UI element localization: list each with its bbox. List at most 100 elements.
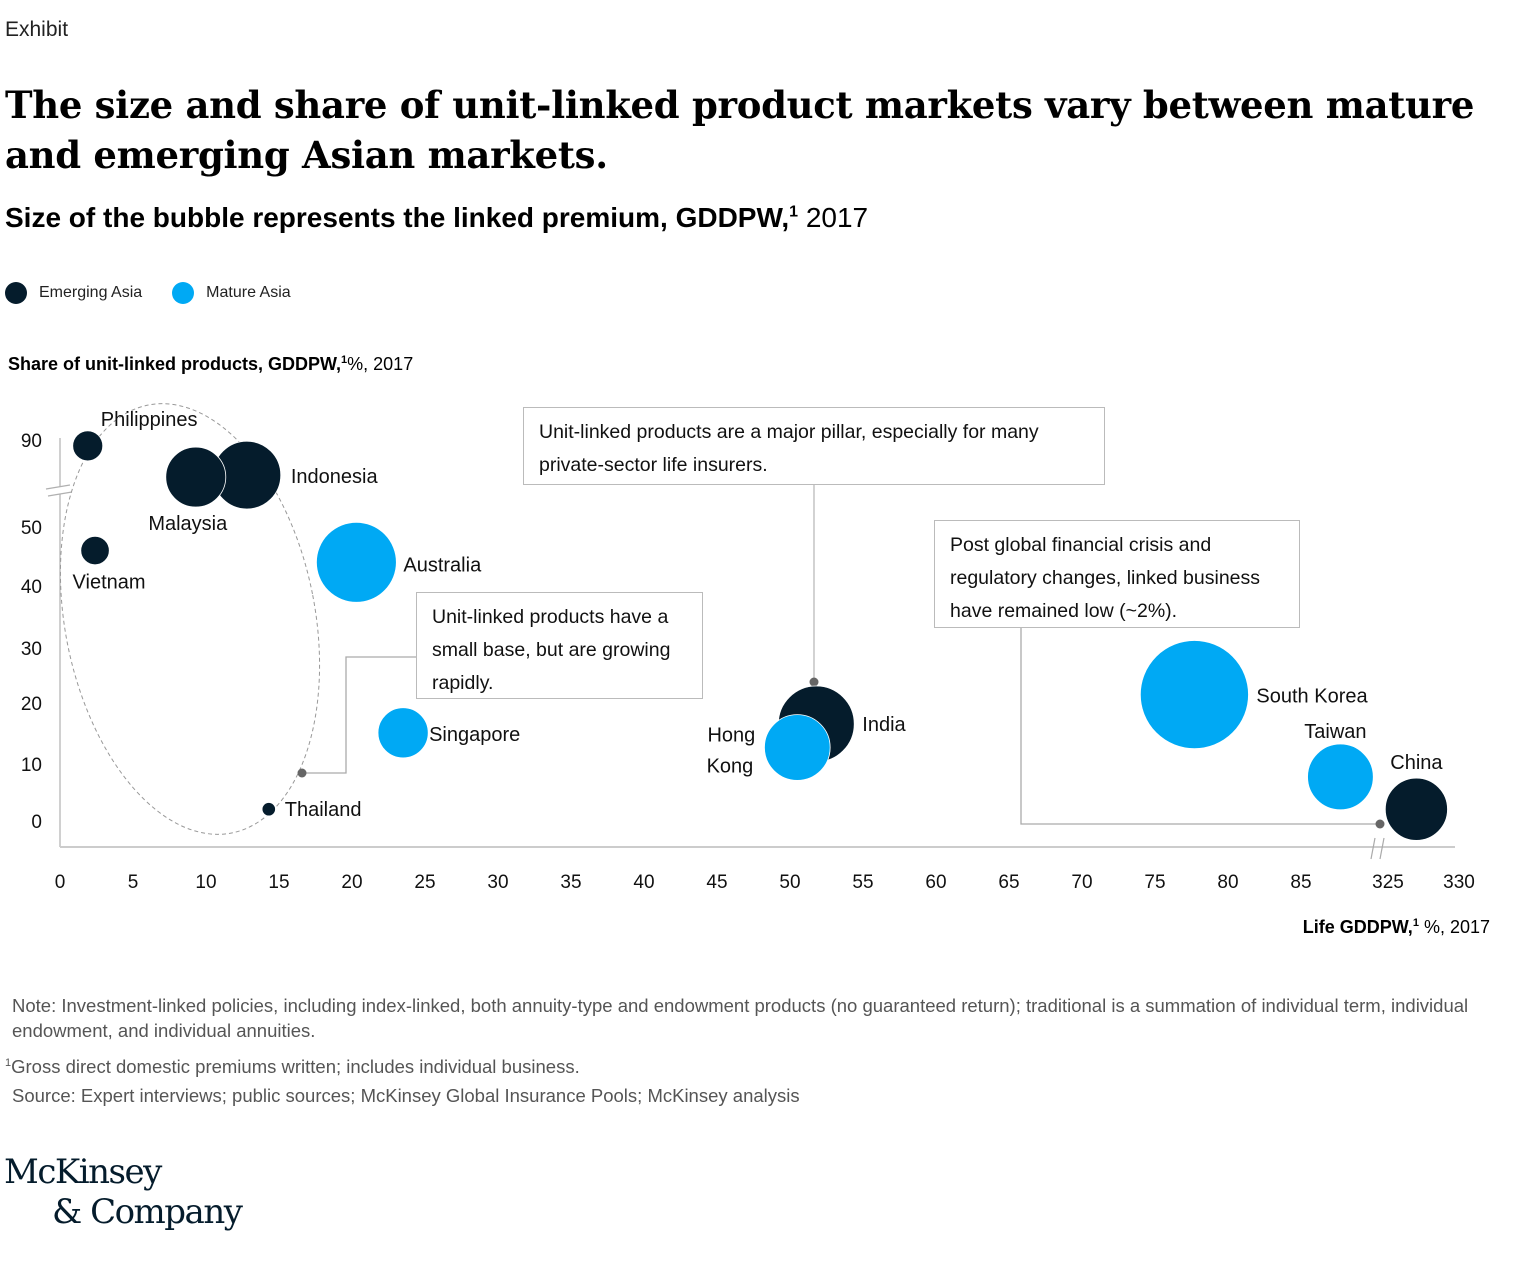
bubble-taiwan (1307, 743, 1374, 811)
callout-china-line2: regulatory changes, linked business (950, 567, 1261, 589)
bubble-south-korea (1139, 640, 1249, 750)
bubble-china (1384, 777, 1448, 841)
bubble-label-indonesia: Indonesia (291, 466, 379, 488)
legend-item-mature: Mature Asia (172, 282, 291, 304)
callout-emerging-line3: rapidly. (432, 672, 494, 694)
bubble-label-layer: Philippines Indonesia Malaysia Vietnam Thail… (73, 409, 1444, 821)
callout-leader-layer (297, 485, 1385, 829)
x-tick-label: 35 (560, 872, 581, 893)
callout-india-line1: Unit-linked products are a major pillar,… (539, 421, 1039, 443)
footnote-1-mark: 1 (5, 1056, 12, 1069)
bubble-label-hong-kong: Kong (707, 756, 754, 778)
mckinsey-logo: McKinsey & Company (4, 1152, 243, 1232)
y-axis-break-mark-1 (45, 484, 71, 490)
bubble-thailand (261, 802, 276, 817)
callout-emerging-marker (297, 768, 307, 778)
y-axis-title-light: %, 2017 (347, 354, 414, 374)
callout-china-line3: have remained low (~2%). (950, 600, 1178, 622)
x-tick-label: 10 (195, 872, 216, 893)
bubble-chart: Philippines Indonesia Malaysia Vietnam Thail… (21, 403, 1475, 893)
bubble-layer (72, 430, 1448, 841)
callout-china: Post global financial crisis and regulat… (934, 520, 1300, 628)
x-tick-label: 0 (55, 872, 66, 893)
y-tick-label: 10 (21, 755, 42, 776)
bubble-label-singapore: Singapore (429, 724, 520, 746)
x-tick-label: 60 (925, 872, 946, 893)
y-axis-footnote-mark: 1 (341, 354, 348, 366)
x-tick-label: 85 (1290, 872, 1311, 893)
x-tick-label: 20 (341, 872, 362, 893)
callout-india-marker (809, 677, 819, 687)
x-axis-title-light: %, 2017 (1418, 917, 1490, 937)
callout-china-marker (1375, 819, 1385, 829)
axes-layer (45, 438, 1455, 860)
exhibit-label: Exhibit (5, 18, 69, 41)
callout-emerging: Unit-linked products have a small base, … (416, 592, 703, 699)
chart-title: The size and share of unit-linked produc… (5, 83, 1475, 177)
x-tick-label: 70 (1071, 872, 1092, 893)
logo-line-2: & Company (52, 1192, 243, 1232)
bubble-label-australia: Australia (403, 554, 482, 576)
x-tick-label: 325 (1372, 872, 1404, 893)
bubble-label-philippines: Philippines (101, 409, 198, 431)
bubble-label-china: China (1390, 752, 1443, 774)
subtitle-bold: Size of the bubble represents the linked… (5, 202, 790, 233)
tick-label-layer: 0 5 10 15 20 25 30 35 40 45 50 55 60 65 70 75 80 85 325 330… (21, 431, 1475, 893)
bubble-label-india: India (862, 714, 906, 736)
bubble-label-taiwan: Taiwan (1304, 721, 1366, 743)
subtitle-footnote-mark: 1 (789, 203, 799, 221)
x-tick-label: 25 (414, 872, 435, 893)
bubble-australia (316, 521, 397, 603)
callout-india-line2: private-sector life insurers. (539, 454, 768, 476)
bubble-label-south-korea: South Korea (1256, 686, 1368, 708)
bubble-hong-kong (764, 714, 831, 781)
x-axis-footnote-mark: 1 (1412, 917, 1419, 929)
callout-emerging-line2: small base, but are growing (432, 639, 671, 661)
y-tick-label: 90 (21, 431, 42, 452)
legend-item-emerging: Emerging Asia (5, 282, 142, 304)
y-axis-title-bold: Share of unit-linked products, GDDPW, (8, 354, 342, 374)
y-tick-label: 20 (21, 694, 42, 715)
chart-subtitle: Size of the bubble represents the linked… (5, 202, 868, 234)
callout-china-leader (1020, 628, 1380, 825)
x-tick-label: 40 (633, 872, 654, 893)
footnote-1-text: Gross direct domestic premiums written; … (11, 1056, 580, 1077)
bubble-singapore (377, 707, 429, 759)
bubble-vietnam (80, 535, 110, 566)
y-axis-break-mark-2 (47, 491, 73, 497)
x-tick-label: 55 (852, 872, 873, 893)
callout-india: Unit-linked products are a major pillar,… (523, 407, 1105, 485)
legend-swatch-emerging (5, 282, 27, 304)
y-tick-label: 50 (21, 518, 42, 539)
emerging-group-ellipse-layer (59, 403, 321, 835)
x-tick-label: 80 (1217, 872, 1238, 893)
y-tick-label: 0 (31, 812, 42, 833)
y-tick-label: 30 (21, 639, 42, 660)
y-axis-title: Share of unit-linked products, GDDPW,1%,… (8, 354, 413, 375)
bubble-label-hong-kong: Hong (707, 725, 755, 747)
bubble-label-malaysia: Malaysia (148, 513, 228, 535)
x-tick-label: 50 (779, 872, 800, 893)
footnote-note: Note: Investment-linked policies, includ… (12, 995, 1469, 1041)
legend-swatch-mature (172, 282, 195, 304)
x-axis-title: Life GDDPW,1 %, 2017 (1303, 917, 1490, 938)
bubble-label-thailand: Thailand (285, 799, 362, 821)
emerging-group-ellipse (59, 403, 321, 835)
bubble-philippines (72, 430, 104, 462)
x-tick-label: 30 (487, 872, 508, 893)
x-tick-label: 15 (268, 872, 289, 893)
legend-label-emerging: Emerging Asia (39, 284, 143, 301)
x-tick-label: 45 (706, 872, 727, 893)
y-tick-label: 40 (21, 577, 42, 598)
callout-emerging-leader (302, 656, 416, 774)
footnote-1: 1Gross direct domestic premiums written;… (5, 1056, 580, 1078)
source-text: Source: Expert interviews; public source… (12, 1085, 800, 1106)
callout-china-line1: Post global financial crisis and (950, 534, 1212, 556)
logo-line-1: McKinsey (4, 1152, 162, 1192)
x-axis-break-mark-1 (1370, 837, 1376, 860)
x-tick-label: 75 (1144, 872, 1165, 893)
callout-emerging-line1: Unit-linked products have a (432, 606, 669, 628)
bubble-label-vietnam: Vietnam (73, 572, 146, 594)
subtitle-year: 2017 (798, 202, 869, 233)
x-tick-label: 330 (1443, 872, 1475, 893)
